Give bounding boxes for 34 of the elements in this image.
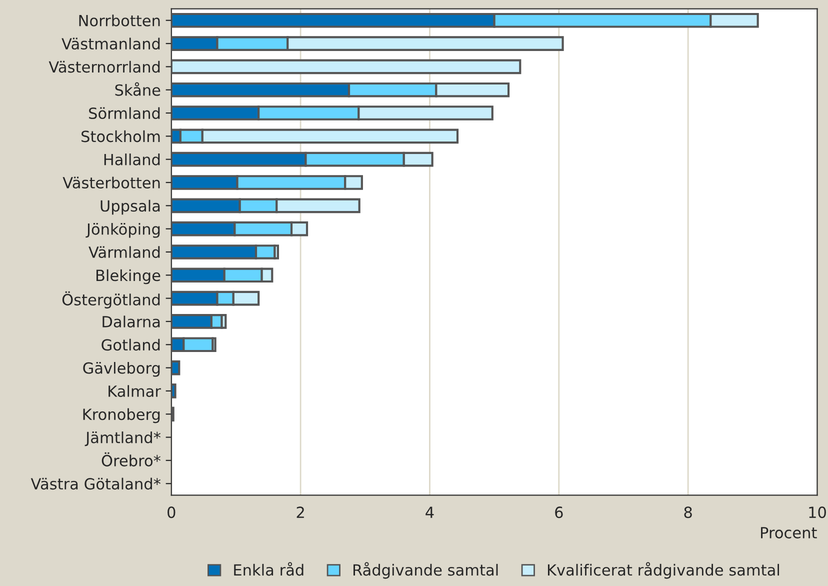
x-axis-title: Procent <box>761 527 817 538</box>
x-tick-label: 4 <box>426 506 434 518</box>
legend-label: Kvalificerat rådgivande samtal <box>548 562 779 579</box>
x-tick-label: 8 <box>684 506 692 518</box>
y-tick-label: Västerbotten <box>62 176 160 189</box>
legend-label: Enkla råd <box>234 562 304 576</box>
x-tick-label: 0 <box>168 506 176 518</box>
y-tick-label: Blekinge <box>96 269 160 284</box>
y-tick-label: Västernorrland <box>48 60 160 73</box>
legend-label: Rådgivande samtal <box>353 562 498 579</box>
y-tick-label: Skåne <box>115 82 160 96</box>
x-tick-label: 6 <box>555 506 563 518</box>
y-tick-label: Stockholm <box>82 130 160 142</box>
bar <box>171 360 180 376</box>
y-tick-label: Västmanland <box>62 38 160 50</box>
y-tick-label: Norrbotten <box>79 14 160 26</box>
bar <box>171 384 176 398</box>
y-tick-label: Östergötland <box>62 291 160 308</box>
y-tick-label: Gävleborg <box>83 362 160 377</box>
y-tick-label: Gotland <box>102 338 160 351</box>
bar <box>171 59 522 74</box>
y-tick-label: Värmland <box>88 246 160 258</box>
y-tick-label: Jämtland* <box>84 431 161 446</box>
y-tick-label: Halland <box>104 154 160 166</box>
y-tick-label: Jönköping <box>86 223 160 238</box>
y-tick-label: Örebro* <box>102 452 161 466</box>
y-tick-label: Uppsala <box>100 200 160 215</box>
y-tick-label: Dalarna <box>102 316 160 328</box>
y-tick-label: Västra Götaland* <box>30 478 161 490</box>
x-tick-label: 2 <box>296 506 304 518</box>
y-tick-label: Sörmland <box>89 107 160 120</box>
y-tick-label: Kalmar <box>108 385 161 397</box>
y-tick-label: Kronoberg <box>83 408 160 424</box>
x-tick-label: 10 <box>809 506 826 518</box>
